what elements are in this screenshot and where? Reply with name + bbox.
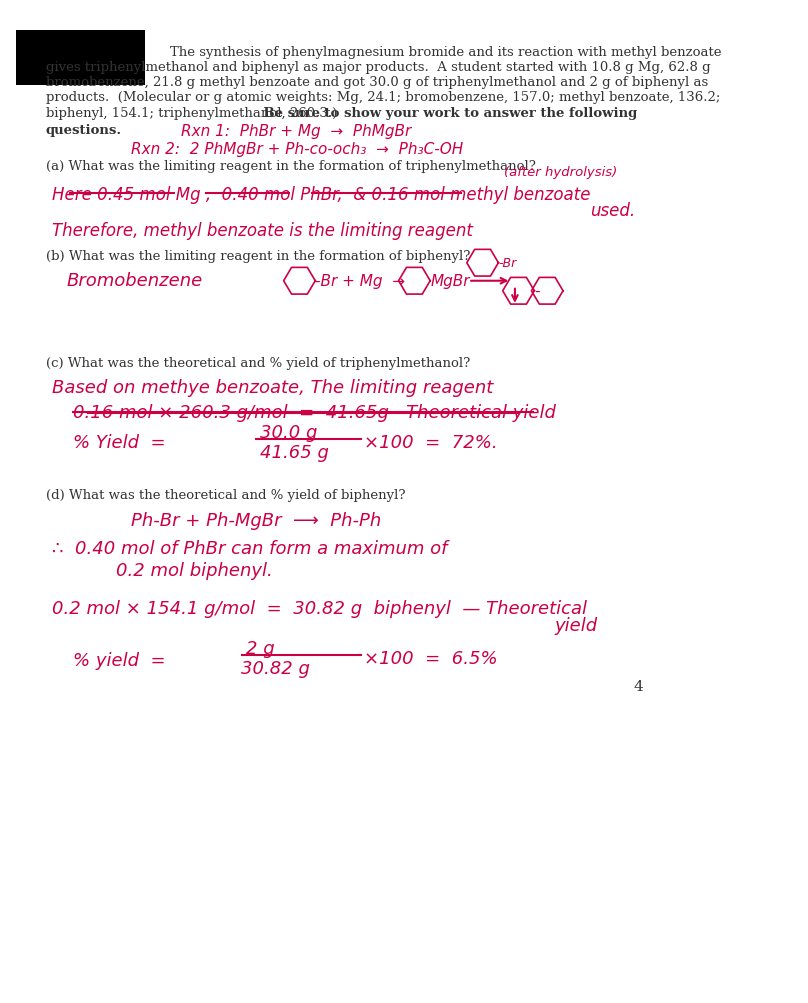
Text: Rxn 1:  PhBr + Mg  →  PhMgBr: Rxn 1: PhBr + Mg → PhMgBr	[181, 123, 411, 138]
Text: (d) What was the theoretical and % yield of biphenyl?: (d) What was the theoretical and % yield…	[46, 488, 406, 502]
Text: ×100  =  72%.: ×100 = 72%.	[364, 433, 498, 451]
Text: 30.82 g: 30.82 g	[242, 660, 310, 677]
Text: (c) What was the theoretical and % yield of triphenylmethanol?: (c) What was the theoretical and % yield…	[46, 356, 470, 369]
Text: Ph-Br + Ph-MgBr  ⟶  Ph-Ph: Ph-Br + Ph-MgBr ⟶ Ph-Ph	[131, 512, 381, 530]
Text: (b) What was the limiting reagent in the formation of biphenyl?: (b) What was the limiting reagent in the…	[46, 250, 470, 263]
Text: Rxn 2:  2 PhMgBr + Ph-co-och₃  →  Ph₃C-OH: Rxn 2: 2 PhMgBr + Ph-co-och₃ → Ph₃C-OH	[131, 141, 463, 156]
Text: The synthesis of phenylmagnesium bromide and its reaction with methyl benzoate: The synthesis of phenylmagnesium bromide…	[170, 46, 722, 59]
Text: biphenyl, 154.1; triphenylmethanol, 260.3.): biphenyl, 154.1; triphenylmethanol, 260.…	[46, 106, 346, 119]
Text: % Yield  =: % Yield =	[74, 433, 166, 451]
Text: bromobenzene, 21.8 g methyl benzoate and got 30.0 g of triphenylmethanol and 2 g: bromobenzene, 21.8 g methyl benzoate and…	[46, 76, 708, 89]
Text: 30.0 g: 30.0 g	[260, 423, 318, 441]
Text: 41.65 g: 41.65 g	[260, 443, 329, 461]
Text: Based on methye benzoate, The limiting reagent: Based on methye benzoate, The limiting r…	[52, 378, 493, 396]
Text: Bromobenzene: Bromobenzene	[66, 272, 202, 290]
Text: yield: yield	[554, 617, 598, 635]
Text: 0.2 mol × 154.1 g/mol  =  30.82 g  biphenyl  — Theoretical: 0.2 mol × 154.1 g/mol = 30.82 g biphenyl…	[52, 600, 587, 618]
Text: (a) What was the limiting reagent in the formation of triphenylmethanol?: (a) What was the limiting reagent in the…	[46, 159, 536, 173]
Text: gives triphenylmethanol and biphenyl as major products.  A student started with : gives triphenylmethanol and biphenyl as …	[46, 61, 710, 74]
Text: 0.16 mol × 260.3 g/mol  =  41.65g   Theoretical yield: 0.16 mol × 260.3 g/mol = 41.65g Theoreti…	[74, 403, 556, 421]
Text: questions.: questions.	[46, 123, 122, 136]
Text: MgBr: MgBr	[431, 274, 470, 289]
Text: ∴  0.40 mol of PhBr can form a maximum of: ∴ 0.40 mol of PhBr can form a maximum of	[52, 540, 447, 558]
Text: -Br + Mg  →: -Br + Mg →	[315, 274, 406, 289]
Text: Here 0.45 mol Mg ,  0.40 mol PhBr,  & 0.16 mol methyl benzoate: Here 0.45 mol Mg , 0.40 mol PhBr, & 0.16…	[52, 186, 590, 204]
Text: ×100  =  6.5%: ×100 = 6.5%	[364, 650, 498, 668]
Text: -: -	[534, 284, 540, 299]
Text: products.  (Molecular or g atomic weights: Mg, 24.1; bromobenzene, 157.0; methyl: products. (Molecular or g atomic weights…	[46, 91, 720, 104]
FancyBboxPatch shape	[15, 31, 145, 86]
Text: 0.2 mol biphenyl.: 0.2 mol biphenyl.	[116, 562, 273, 580]
Text: % yield  =: % yield =	[74, 652, 166, 670]
Text: Therefore, methyl benzoate is the limiting reagent: Therefore, methyl benzoate is the limiti…	[52, 222, 473, 240]
Text: used.: used.	[591, 202, 635, 220]
Text: 4: 4	[633, 680, 643, 693]
Text: Be sure to show your work to answer the following: Be sure to show your work to answer the …	[46, 106, 638, 119]
Text: -Br: -Br	[499, 257, 516, 270]
Text: (after hydrolysis): (after hydrolysis)	[504, 165, 617, 179]
Text: 2 g: 2 g	[246, 640, 274, 658]
